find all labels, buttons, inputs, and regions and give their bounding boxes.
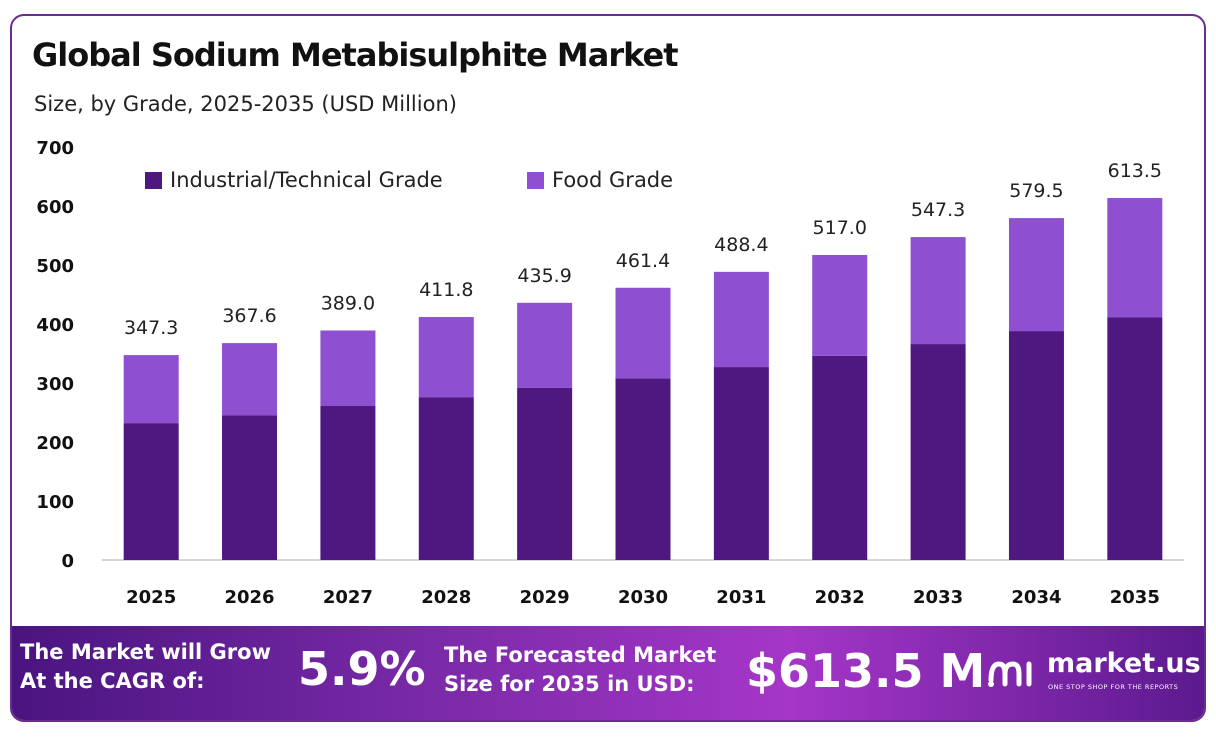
forecast-caption-line1: The Forecasted Market [444, 643, 717, 667]
bar-segment-food [910, 237, 966, 345]
market-us-logo-icon [988, 661, 1032, 687]
x-tick-label: 2029 [520, 587, 570, 608]
forecast-value: $613.5 M [746, 644, 986, 698]
cagr-caption-line2: At the CAGR of: [20, 669, 205, 693]
legend-swatch-food [527, 172, 544, 189]
forecast-caption-line2: Size for 2035 in USD: [444, 672, 695, 696]
logo-name: market.us [1047, 648, 1201, 679]
y-tick-label: 500 [36, 256, 74, 277]
bar-segment-food [320, 330, 376, 407]
x-tick-label: 2030 [618, 587, 668, 608]
legend-swatch-industrial [145, 172, 162, 189]
y-tick-label: 0 [61, 551, 74, 572]
bar-segment-food [615, 287, 671, 379]
page-title: Global Sodium Metabisulphite Market [32, 36, 679, 74]
bar-total-label: 367.6 [222, 305, 276, 327]
x-tick-label: 2026 [224, 587, 274, 608]
chart-frame: Global Sodium Metabisulphite Market Size… [10, 14, 1206, 722]
bar-total-label: 435.9 [517, 265, 571, 287]
bar-total-label: 547.3 [911, 199, 965, 221]
bar-segment-food [517, 302, 573, 388]
bar-total-label: 579.5 [1009, 180, 1063, 202]
x-tick-label: 2028 [421, 587, 471, 608]
cagr-value: 5.9% [298, 642, 426, 696]
bar-segment-industrial [123, 423, 179, 560]
x-tick-label: 2032 [815, 587, 865, 608]
bar-segment-industrial [910, 344, 966, 560]
y-tick-label: 600 [36, 197, 74, 218]
bar-total-label: 517.0 [813, 217, 867, 239]
y-tick-label: 300 [36, 374, 74, 395]
y-tick-label: 400 [36, 315, 74, 336]
bar-segment-industrial [320, 406, 376, 560]
bar-total-label: 389.0 [321, 292, 375, 314]
bar-segment-industrial [812, 355, 868, 560]
page-subtitle: Size, by Grade, 2025-2035 (USD Million) [34, 92, 457, 116]
bar-segment-food [1008, 218, 1064, 332]
y-tick-label: 100 [36, 492, 74, 513]
bar-total-label: 488.4 [714, 234, 768, 256]
bar-segment-food [222, 343, 278, 416]
x-tick-label: 2035 [1110, 587, 1160, 608]
bar-total-label: 461.4 [616, 250, 670, 272]
legend-label-industrial: Industrial/Technical Grade [170, 168, 443, 192]
bar-segment-food [812, 254, 868, 356]
x-tick-label: 2031 [716, 587, 766, 608]
y-tick-label: 200 [36, 433, 74, 454]
bar-segment-industrial [418, 397, 474, 560]
forecast-caption: The Forecasted Market Size for 2035 in U… [444, 641, 716, 699]
bar-segment-industrial [222, 415, 278, 560]
bar-segment-industrial [1107, 317, 1163, 560]
bar-segment-food [418, 317, 474, 398]
bar-segment-industrial [713, 367, 769, 560]
footer-banner: The Market will Grow At the CAGR of: 5.9… [12, 626, 1204, 720]
logo-tagline: ONE STOP SHOP FOR THE REPORTS [1048, 683, 1179, 691]
bar-segment-food [123, 355, 179, 424]
bar-segment-food [1107, 198, 1163, 318]
bar-total-label: 613.5 [1108, 160, 1162, 182]
bar-segment-industrial [517, 387, 573, 560]
x-tick-label: 2025 [126, 587, 176, 608]
stacked-bar-chart: 0 100 200 300 400 500 600 700 347.3 2025 367.6 2026… [36, 138, 1184, 608]
bar-total-label: 347.3 [124, 317, 178, 339]
legend-label-food: Food Grade [552, 168, 673, 192]
bar-segment-industrial [615, 378, 671, 560]
bar-segment-food [713, 271, 769, 368]
x-tick-label: 2034 [1011, 587, 1061, 608]
x-tick-label: 2027 [323, 587, 373, 608]
y-tick-label: 700 [36, 138, 74, 159]
cagr-caption: The Market will Grow At the CAGR of: [20, 638, 271, 696]
cagr-caption-line1: The Market will Grow [20, 640, 271, 664]
bar-segment-industrial [1008, 331, 1064, 560]
bar-total-label: 411.8 [419, 279, 473, 301]
x-tick-label: 2033 [913, 587, 963, 608]
